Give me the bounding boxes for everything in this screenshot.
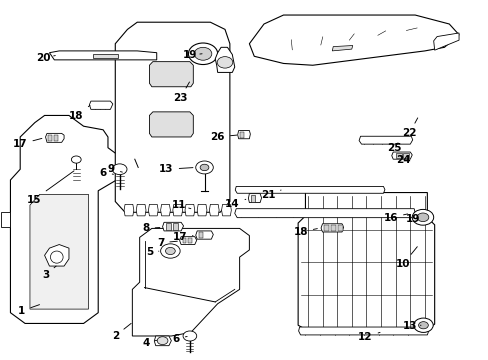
Text: 6: 6 <box>172 333 187 343</box>
Bar <box>183 238 186 243</box>
Text: 19: 19 <box>405 215 419 224</box>
Text: 26: 26 <box>210 132 236 142</box>
Text: 17: 17 <box>13 138 42 149</box>
Ellipse shape <box>200 164 208 171</box>
Polygon shape <box>331 45 352 51</box>
Bar <box>199 232 203 238</box>
Text: 15: 15 <box>26 171 74 205</box>
Bar <box>337 225 342 231</box>
Text: 4: 4 <box>142 338 157 348</box>
Polygon shape <box>148 204 158 216</box>
Polygon shape <box>195 231 213 239</box>
Bar <box>188 238 191 243</box>
Polygon shape <box>298 327 428 335</box>
Polygon shape <box>0 212 10 226</box>
Polygon shape <box>249 15 458 65</box>
Ellipse shape <box>160 244 180 258</box>
Polygon shape <box>358 136 412 144</box>
Bar <box>250 195 254 202</box>
Ellipse shape <box>188 43 217 64</box>
Bar <box>173 224 178 230</box>
Polygon shape <box>30 194 88 309</box>
Text: 19: 19 <box>183 50 202 60</box>
Text: 12: 12 <box>357 332 379 342</box>
Polygon shape <box>44 244 69 266</box>
Text: 16: 16 <box>383 213 407 222</box>
Text: 21: 21 <box>260 190 281 200</box>
Polygon shape <box>149 62 193 87</box>
Ellipse shape <box>157 337 167 345</box>
Ellipse shape <box>411 210 433 225</box>
Polygon shape <box>235 186 384 193</box>
Ellipse shape <box>183 331 196 341</box>
Polygon shape <box>154 336 171 346</box>
Ellipse shape <box>413 318 432 332</box>
Text: 9: 9 <box>107 164 122 174</box>
Polygon shape <box>237 131 250 139</box>
Text: 10: 10 <box>395 247 416 269</box>
Polygon shape <box>149 112 193 137</box>
Polygon shape <box>124 204 134 216</box>
Polygon shape <box>197 204 206 216</box>
Polygon shape <box>115 22 229 212</box>
Text: 5: 5 <box>145 247 159 257</box>
Text: 14: 14 <box>224 199 245 210</box>
Polygon shape <box>248 194 261 203</box>
Text: 25: 25 <box>386 143 401 153</box>
Text: 6: 6 <box>99 168 113 178</box>
Bar <box>402 153 408 158</box>
Polygon shape <box>89 101 113 109</box>
Polygon shape <box>136 204 146 216</box>
Text: 13: 13 <box>159 164 193 174</box>
Polygon shape <box>162 222 183 231</box>
Bar <box>54 135 58 141</box>
Text: 13: 13 <box>402 321 420 331</box>
Text: 7: 7 <box>157 238 177 248</box>
Ellipse shape <box>165 247 175 255</box>
Polygon shape <box>298 193 434 330</box>
Text: 22: 22 <box>401 118 417 138</box>
Polygon shape <box>179 237 196 244</box>
Text: 11: 11 <box>171 200 190 210</box>
Text: 17: 17 <box>172 232 193 242</box>
Polygon shape <box>209 204 219 216</box>
Bar <box>395 153 401 158</box>
Polygon shape <box>45 134 64 142</box>
Text: 8: 8 <box>142 224 160 233</box>
Ellipse shape <box>416 213 428 222</box>
Text: 1: 1 <box>18 305 40 316</box>
Bar <box>324 225 328 231</box>
Text: 23: 23 <box>173 82 189 103</box>
Text: 2: 2 <box>111 323 131 341</box>
Polygon shape <box>234 209 414 218</box>
Polygon shape <box>321 224 343 232</box>
Ellipse shape <box>418 321 427 329</box>
Ellipse shape <box>71 156 81 163</box>
Polygon shape <box>391 152 411 159</box>
Polygon shape <box>215 47 234 72</box>
Polygon shape <box>10 116 122 323</box>
Ellipse shape <box>112 164 127 175</box>
Text: 3: 3 <box>42 266 56 280</box>
Ellipse shape <box>195 161 213 174</box>
Polygon shape <box>221 204 231 216</box>
Bar <box>48 135 52 141</box>
Bar <box>93 54 118 58</box>
Text: 20: 20 <box>36 53 55 63</box>
Text: 18: 18 <box>293 227 317 237</box>
Ellipse shape <box>217 57 232 68</box>
Bar <box>240 132 244 138</box>
Text: 18: 18 <box>69 105 90 121</box>
Bar <box>166 224 171 230</box>
Polygon shape <box>184 204 194 216</box>
Ellipse shape <box>50 251 63 263</box>
Polygon shape <box>160 204 170 216</box>
Polygon shape <box>172 204 182 216</box>
Ellipse shape <box>194 47 211 60</box>
Bar <box>330 225 335 231</box>
Polygon shape <box>132 228 249 336</box>
Polygon shape <box>49 51 157 60</box>
Polygon shape <box>433 33 458 50</box>
Text: 24: 24 <box>395 155 409 165</box>
